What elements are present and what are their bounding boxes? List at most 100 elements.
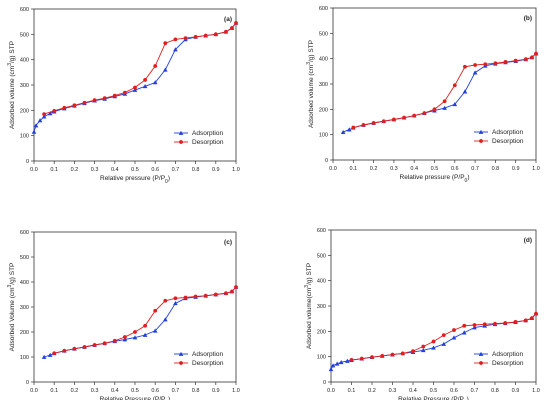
data-point-desorption <box>432 107 437 112</box>
legend-marker <box>478 351 484 356</box>
series-line-desorption <box>353 53 537 129</box>
y-tick-label: 400 <box>20 58 29 64</box>
data-point-desorption <box>173 37 178 42</box>
data-point-desorption <box>421 344 426 349</box>
chart-panel: 0.0 0.1 0.2 0.3 0.4 0.5 0.6 0.7 0.8 0.9 1.0 0 100 200… <box>7 7 240 185</box>
x-tick-label: 0.6 <box>451 166 459 172</box>
series-line-adsorption <box>342 53 537 133</box>
data-point-desorption <box>133 85 137 90</box>
data-point-adsorption <box>346 127 352 132</box>
data-point-adsorption <box>462 89 468 94</box>
x-tick-label: 0.8 <box>192 167 200 173</box>
y-tick-label: 600 <box>319 6 328 12</box>
x-tick-label: 0.3 <box>390 166 398 172</box>
data-point-adsorption <box>41 354 47 359</box>
y-tick-label: 500 <box>20 255 29 261</box>
x-tick-label: 0.8 <box>192 388 200 394</box>
x-tick-label: 0.0 <box>30 388 38 394</box>
x-tick-label: 1.0 <box>232 167 240 173</box>
data-point-desorption <box>482 322 487 327</box>
legend-entry: Adsorption <box>474 351 523 358</box>
x-tick-label: 0.7 <box>172 388 180 394</box>
y-tick-label: 200 <box>317 329 326 335</box>
series-line-desorption <box>54 286 237 354</box>
y-tick-label: 400 <box>317 279 326 285</box>
data-point-desorption <box>452 328 456 332</box>
legend-marker <box>478 129 484 134</box>
y-tick-label: 300 <box>319 82 328 88</box>
data-point-desorption <box>483 62 488 67</box>
legend-marker <box>479 139 483 143</box>
data-point-desorption <box>183 295 188 300</box>
data-point-desorption <box>143 78 148 82</box>
panel-label: (b) <box>524 15 532 22</box>
data-point-desorption <box>442 99 447 104</box>
x-tick-label: 0.2 <box>370 166 378 172</box>
data-point-desorption <box>42 112 46 117</box>
data-point-adsorption <box>452 101 458 107</box>
data-point-desorption <box>82 100 87 105</box>
data-point-desorption <box>473 63 477 67</box>
data-point-adsorption <box>33 123 39 128</box>
y-tick-label: 500 <box>319 31 328 37</box>
x-tick-label: 0.0 <box>329 166 337 172</box>
data-point-desorption <box>203 293 208 298</box>
x-tick-label: 0.6 <box>450 388 458 394</box>
x-tick-label: 0.2 <box>71 167 79 173</box>
data-point-adsorption <box>152 328 158 333</box>
x-tick-label: 0.5 <box>430 388 438 394</box>
data-point-adsorption <box>338 359 344 365</box>
x-tick-label: 0.3 <box>389 388 397 394</box>
data-point-desorption <box>173 296 178 301</box>
x-tick-label: 0.9 <box>512 388 520 394</box>
x-tick-label: 0.3 <box>91 167 99 173</box>
data-point-desorption <box>411 349 415 353</box>
y-axis-label: Adsorbed volume(cm3/g) STP <box>304 263 313 349</box>
data-point-adsorption <box>451 335 457 340</box>
panel-label: (c) <box>224 239 232 246</box>
x-tick-label: 0.7 <box>471 166 479 172</box>
legend-entry: Desorption <box>474 360 524 367</box>
data-point-desorption <box>112 93 117 98</box>
legend-entry: Adsorption <box>474 129 523 136</box>
x-tick-label: 0.4 <box>111 167 119 173</box>
data-point-desorption <box>452 83 457 88</box>
data-point-adsorption <box>163 67 168 72</box>
data-point-adsorption <box>173 300 178 306</box>
data-point-desorption <box>234 21 238 25</box>
data-point-desorption <box>390 352 395 357</box>
data-point-desorption <box>523 57 528 62</box>
data-point-desorption <box>534 311 538 316</box>
data-point-desorption <box>530 316 534 321</box>
legend-entry: Desorption <box>174 139 224 146</box>
data-point-desorption <box>234 285 238 289</box>
x-axis-label: Relative pressure (P/P0) <box>100 175 170 185</box>
chart-panel: 0.0 0.1 0.2 0.3 0.4 0.5 0.6 0.7 0.8 0.9 1.0 0 100 200… <box>306 6 540 184</box>
legend-marker <box>179 140 183 144</box>
data-point-desorption <box>193 34 198 39</box>
data-point-desorption <box>72 346 77 351</box>
data-point-desorption <box>513 58 518 63</box>
data-point-desorption <box>513 320 518 324</box>
data-point-adsorption <box>328 367 334 372</box>
x-tick-label: 0.6 <box>151 388 159 394</box>
data-point-desorption <box>402 115 406 120</box>
legend-label: Adsorption <box>192 351 223 358</box>
data-point-adsorption <box>132 335 138 340</box>
data-point-adsorption <box>132 87 138 92</box>
data-point-desorption <box>133 330 137 334</box>
y-tick-label: 0 <box>26 159 29 165</box>
data-point-desorption <box>224 29 228 34</box>
x-tick-label: 0.5 <box>431 166 439 172</box>
data-point-desorption <box>153 308 158 313</box>
data-point-adsorption <box>461 330 467 335</box>
data-point-desorption <box>62 348 67 353</box>
legend-entry: Desorption <box>474 138 524 145</box>
y-tick-label: 300 <box>20 83 29 89</box>
y-tick-label: 300 <box>317 304 326 310</box>
x-tick-label: 0.9 <box>212 388 220 394</box>
y-tick-label: 500 <box>317 253 326 259</box>
data-point-adsorption <box>163 317 168 322</box>
x-tick-label: 0.4 <box>111 388 119 394</box>
data-point-desorption <box>62 105 67 110</box>
